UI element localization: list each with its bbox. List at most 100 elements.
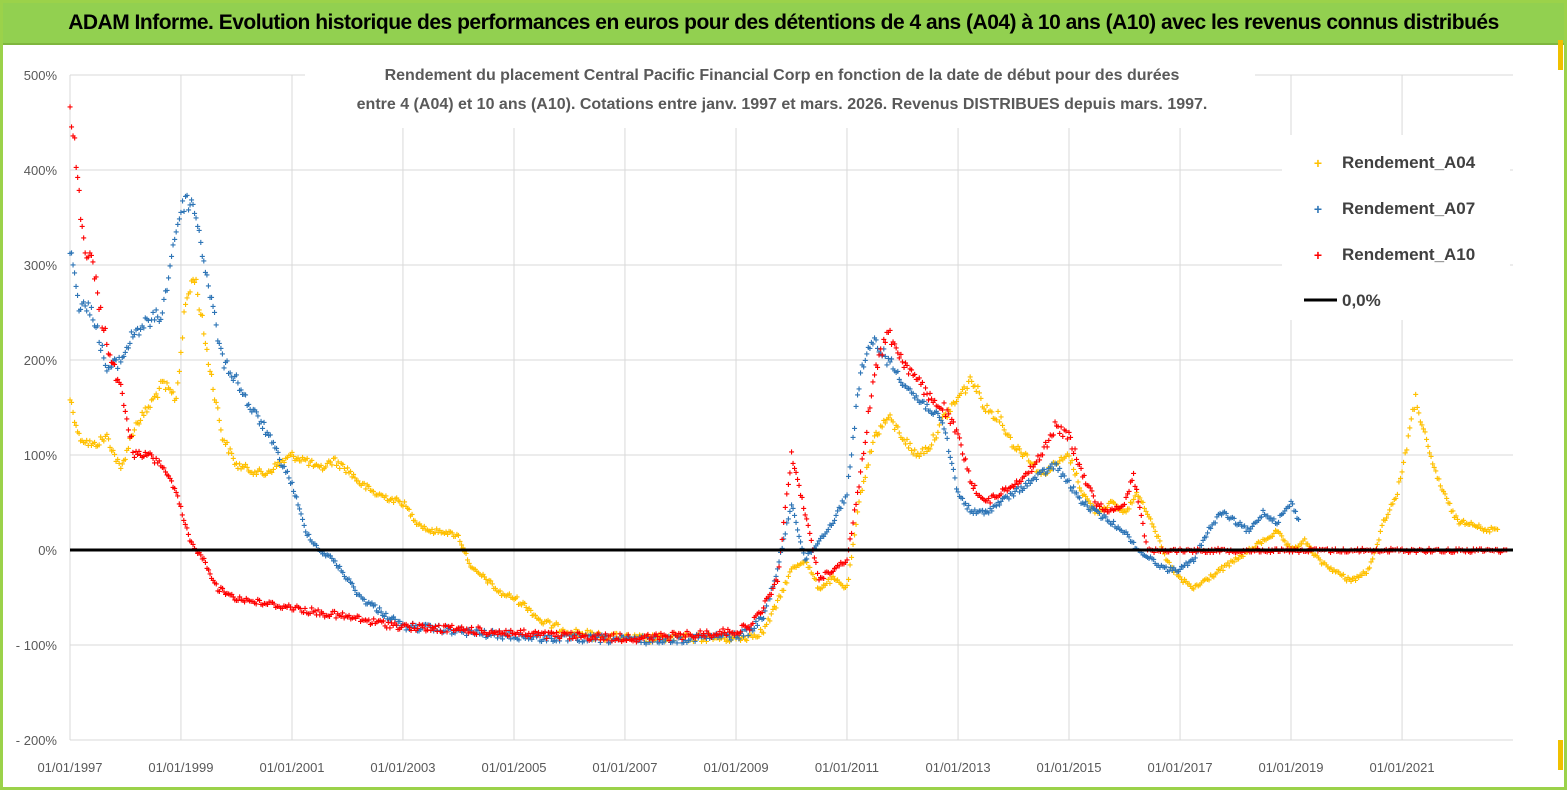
- data-point: +: [787, 567, 793, 578]
- data-point: +: [889, 415, 895, 426]
- data-point: +: [1140, 519, 1146, 530]
- data-point: +: [1003, 429, 1009, 440]
- data-point: +: [895, 423, 901, 434]
- data-point: +: [610, 634, 616, 645]
- data-point: +: [947, 407, 953, 418]
- data-point: +: [264, 469, 270, 480]
- data-point: +: [887, 410, 893, 421]
- data-point: +: [423, 525, 429, 536]
- data-point: +: [981, 405, 987, 416]
- data-point: +: [358, 481, 364, 492]
- data-point: +: [343, 468, 349, 479]
- data-point: +: [542, 617, 548, 628]
- data-point: +: [993, 415, 999, 426]
- data-point: +: [300, 453, 306, 464]
- data-point: +: [99, 435, 105, 446]
- data-point: +: [372, 490, 378, 501]
- data-point: +: [1026, 456, 1032, 467]
- data-point: +: [923, 443, 929, 454]
- data-point: +: [856, 482, 862, 493]
- data-point: +: [1060, 455, 1066, 466]
- data-point: +: [505, 590, 511, 601]
- data-point: +: [630, 635, 636, 646]
- x-tick-label: 01/01/2003: [370, 760, 435, 775]
- data-point: +: [1035, 467, 1041, 478]
- x-tick-label: 01/01/1997: [37, 760, 102, 775]
- data-point: +: [331, 454, 337, 465]
- x-tick-label: 01/01/2005: [481, 760, 546, 775]
- data-point: +: [565, 628, 571, 639]
- data-point: +: [452, 532, 458, 543]
- data-point: +: [472, 565, 478, 576]
- data-point: +: [198, 238, 204, 249]
- data-point: +: [229, 449, 235, 460]
- data-point: +: [363, 485, 369, 496]
- data-point: +: [612, 629, 618, 640]
- data-point: +: [377, 490, 383, 501]
- data-point: +: [378, 491, 384, 502]
- data-point: +: [136, 420, 142, 431]
- data-point: +: [72, 418, 78, 429]
- data-point: +: [782, 503, 788, 514]
- data-point: +: [692, 636, 698, 647]
- data-point: +: [799, 559, 805, 570]
- data-point: +: [218, 425, 224, 436]
- data-point: +: [167, 385, 173, 396]
- data-point: +: [1046, 463, 1052, 474]
- data-point: +: [1075, 477, 1081, 488]
- data-point: +: [488, 577, 494, 588]
- data-point: +: [87, 437, 93, 448]
- data-point: +: [138, 416, 144, 427]
- data-point: +: [201, 257, 207, 268]
- data-point: +: [1037, 468, 1043, 479]
- data-point: +: [694, 631, 700, 642]
- data-point: +: [184, 293, 190, 304]
- data-point: +: [202, 339, 208, 350]
- data-points: ++++++++++++++++++++++++++++++++++++++++…: [67, 103, 1510, 651]
- data-point: +: [155, 393, 161, 404]
- data-point: +: [327, 458, 333, 469]
- data-point: +: [882, 338, 888, 349]
- data-point: +: [1023, 449, 1029, 460]
- data-point: +: [1080, 491, 1086, 502]
- data-point: +: [964, 384, 970, 395]
- data-point: +: [960, 385, 966, 396]
- data-point: +: [90, 258, 96, 269]
- data-point: +: [555, 620, 561, 631]
- data-point: +: [532, 611, 538, 622]
- data-point: +: [827, 579, 833, 590]
- data-point: +: [973, 387, 979, 398]
- data-point: +: [237, 459, 243, 470]
- data-point: +: [1020, 452, 1026, 463]
- data-point: +: [799, 493, 805, 504]
- data-point: +: [446, 527, 452, 538]
- data-point: +: [927, 445, 933, 456]
- data-point: +: [531, 611, 537, 622]
- data-point: +: [98, 303, 104, 314]
- data-point: +: [689, 634, 695, 645]
- data-point: +: [381, 493, 387, 504]
- data-point: +: [606, 635, 612, 646]
- data-point: +: [204, 271, 210, 282]
- data-point: +: [627, 634, 633, 645]
- data-point: +: [119, 460, 125, 471]
- data-point: +: [215, 403, 221, 414]
- data-point: +: [405, 504, 411, 515]
- data-point: +: [1040, 466, 1046, 477]
- series-a07: ++++++++++++++++++++++++++++++++++++++++…: [67, 191, 1302, 650]
- data-point: +: [96, 440, 102, 451]
- data-point: +: [756, 632, 762, 643]
- data-point: +: [307, 458, 313, 469]
- data-point: +: [158, 377, 164, 388]
- data-point: +: [1033, 468, 1039, 479]
- data-point: +: [67, 396, 73, 407]
- data-point: +: [491, 584, 497, 595]
- data-point: +: [674, 632, 680, 643]
- data-point: +: [796, 561, 802, 572]
- data-point: +: [466, 559, 472, 570]
- data-point: +: [765, 615, 771, 626]
- data-point: +: [537, 616, 543, 627]
- data-point: +: [998, 412, 1004, 423]
- data-point: +: [468, 563, 474, 574]
- data-point: +: [936, 421, 942, 432]
